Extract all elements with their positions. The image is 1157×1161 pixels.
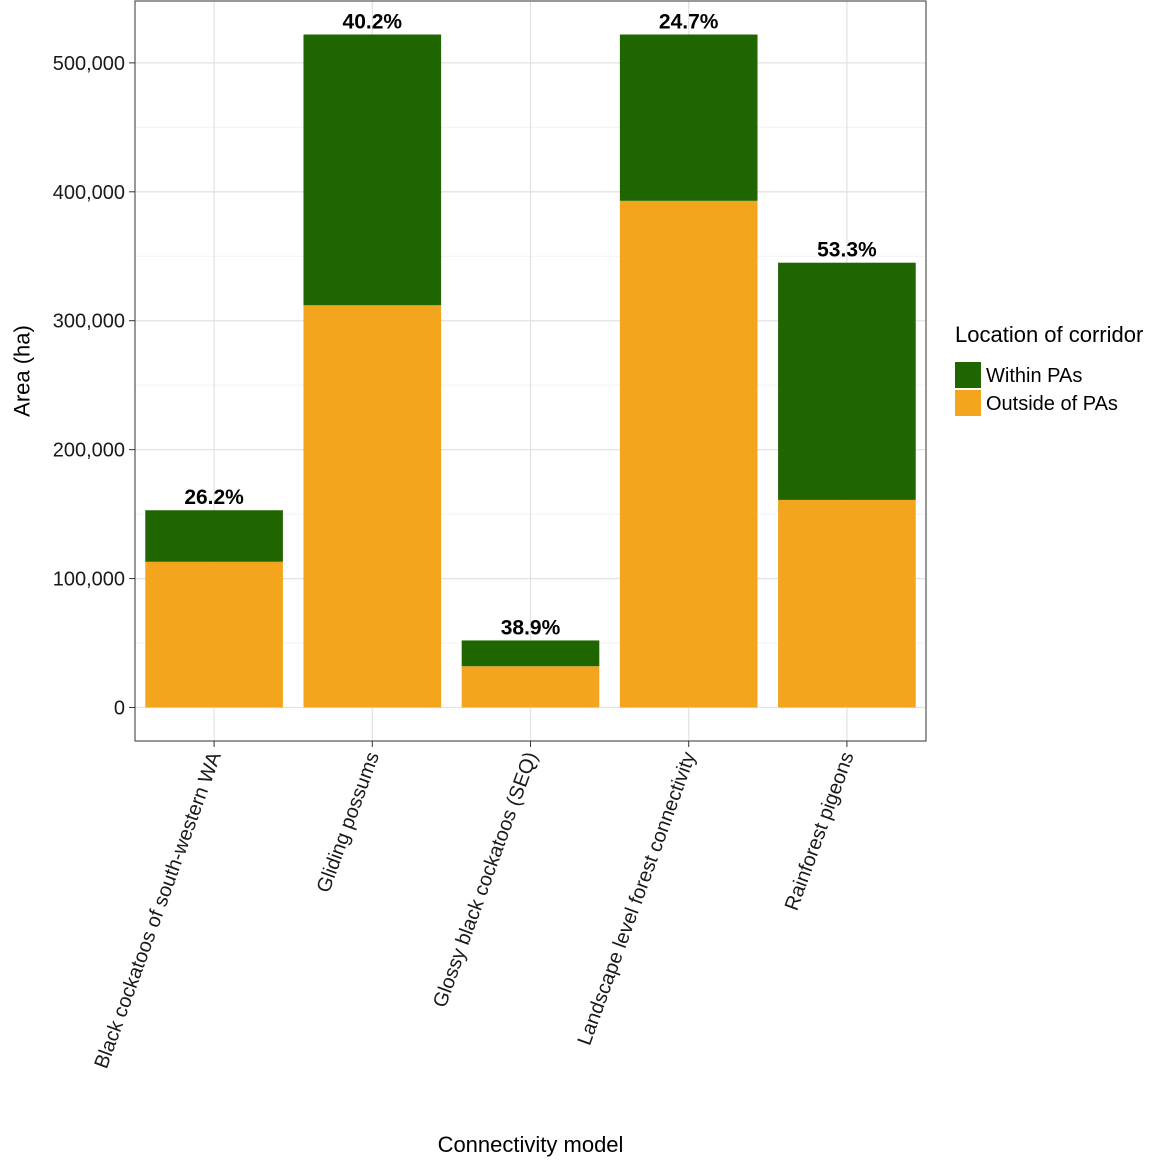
legend-title: Location of corridor [955,322,1143,347]
bar-segment [619,200,758,708]
bar-segment [303,305,442,708]
bar-segment [778,499,916,708]
bar-percent-label: 53.3% [817,239,877,262]
bar-segment [461,666,600,708]
y-tick-label: 100,000 [53,569,125,591]
y-tick-label: 200,000 [53,440,125,462]
bar-segment [145,561,283,708]
legend-swatch [955,362,981,388]
y-axis-title: Area (ha) [10,325,35,417]
bar-segment [461,640,600,667]
y-tick-label: 0 [114,697,125,719]
legend-items: Within PAs Outside of PAs [955,362,1118,416]
bars [145,34,916,708]
x-axis-ticks: Black cockatoos of south-western WA Glidi… [91,741,859,1071]
x-axis-title: Connectivity model [438,1132,624,1157]
y-tick-label: 400,000 [53,182,125,204]
bar-segment [303,34,442,306]
x-tick-label: Rainforest pigeons [781,749,859,913]
legend: Location of corridor Within PAs Outside o… [955,322,1143,416]
bar-percent-label: 38.9% [501,616,561,639]
bar-segment [145,510,283,562]
bar-percent-label: 40.2% [343,11,403,34]
y-tick-label: 300,000 [53,311,125,333]
bar-percent-label: 24.7% [659,11,719,34]
bar-percent-labels: 26.2% 40.2% 38.9% 24.7% 53.3% [184,11,877,640]
x-tick-label: Landscape level forest connectivity [574,749,701,1048]
bar-segment [778,262,916,500]
bar-segment [619,34,758,201]
legend-swatch [955,390,981,416]
x-tick-label: Black cockatoos of south-western WA [91,749,226,1072]
y-axis-ticks: 0 100,000 200,000 300,000 400,000 500,000 [53,53,135,719]
x-tick-label: Glossy black cockatoos (SEQ) [429,749,542,1010]
legend-label: Outside of PAs [986,393,1118,415]
x-tick-label: Gliding possums [313,749,384,895]
legend-label: Within PAs [986,365,1082,387]
y-tick-label: 500,000 [53,53,125,75]
bar-percent-label: 26.2% [184,486,244,509]
